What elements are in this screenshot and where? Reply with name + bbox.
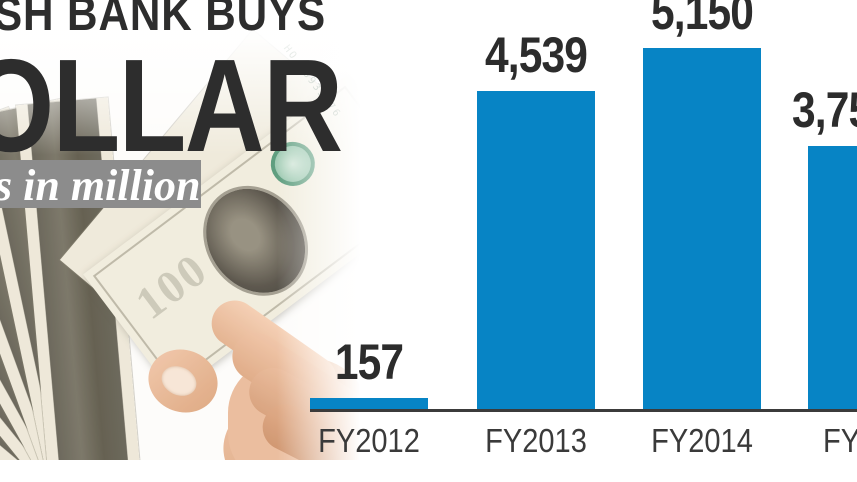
- subtitle-band: s in million: [0, 160, 201, 210]
- bar-fy2012: [310, 398, 428, 409]
- subtitle-label: s in million: [0, 161, 201, 210]
- value-label: 4,539: [484, 27, 588, 83]
- bar-fy2013: [477, 91, 595, 409]
- value-label: 5,150: [650, 0, 754, 40]
- value-label: 157: [334, 334, 404, 390]
- category-label: FY2013: [485, 422, 587, 459]
- category-label: FY2012: [318, 422, 420, 459]
- headline-line2: OLLAR: [0, 32, 343, 179]
- bar-fy2014: [643, 48, 761, 409]
- x-axis-line: [310, 409, 857, 412]
- headline-line1: SH BANK BUYS: [0, 0, 327, 41]
- photo-fade-overlay: [277, 0, 372, 460]
- value-label: 3,75: [792, 82, 857, 138]
- category-label: FY2: [823, 422, 857, 459]
- money-photo: 100 HO 53935876: [0, 0, 372, 460]
- category-label: FY2014: [651, 422, 753, 459]
- bar-fy2: [808, 146, 857, 409]
